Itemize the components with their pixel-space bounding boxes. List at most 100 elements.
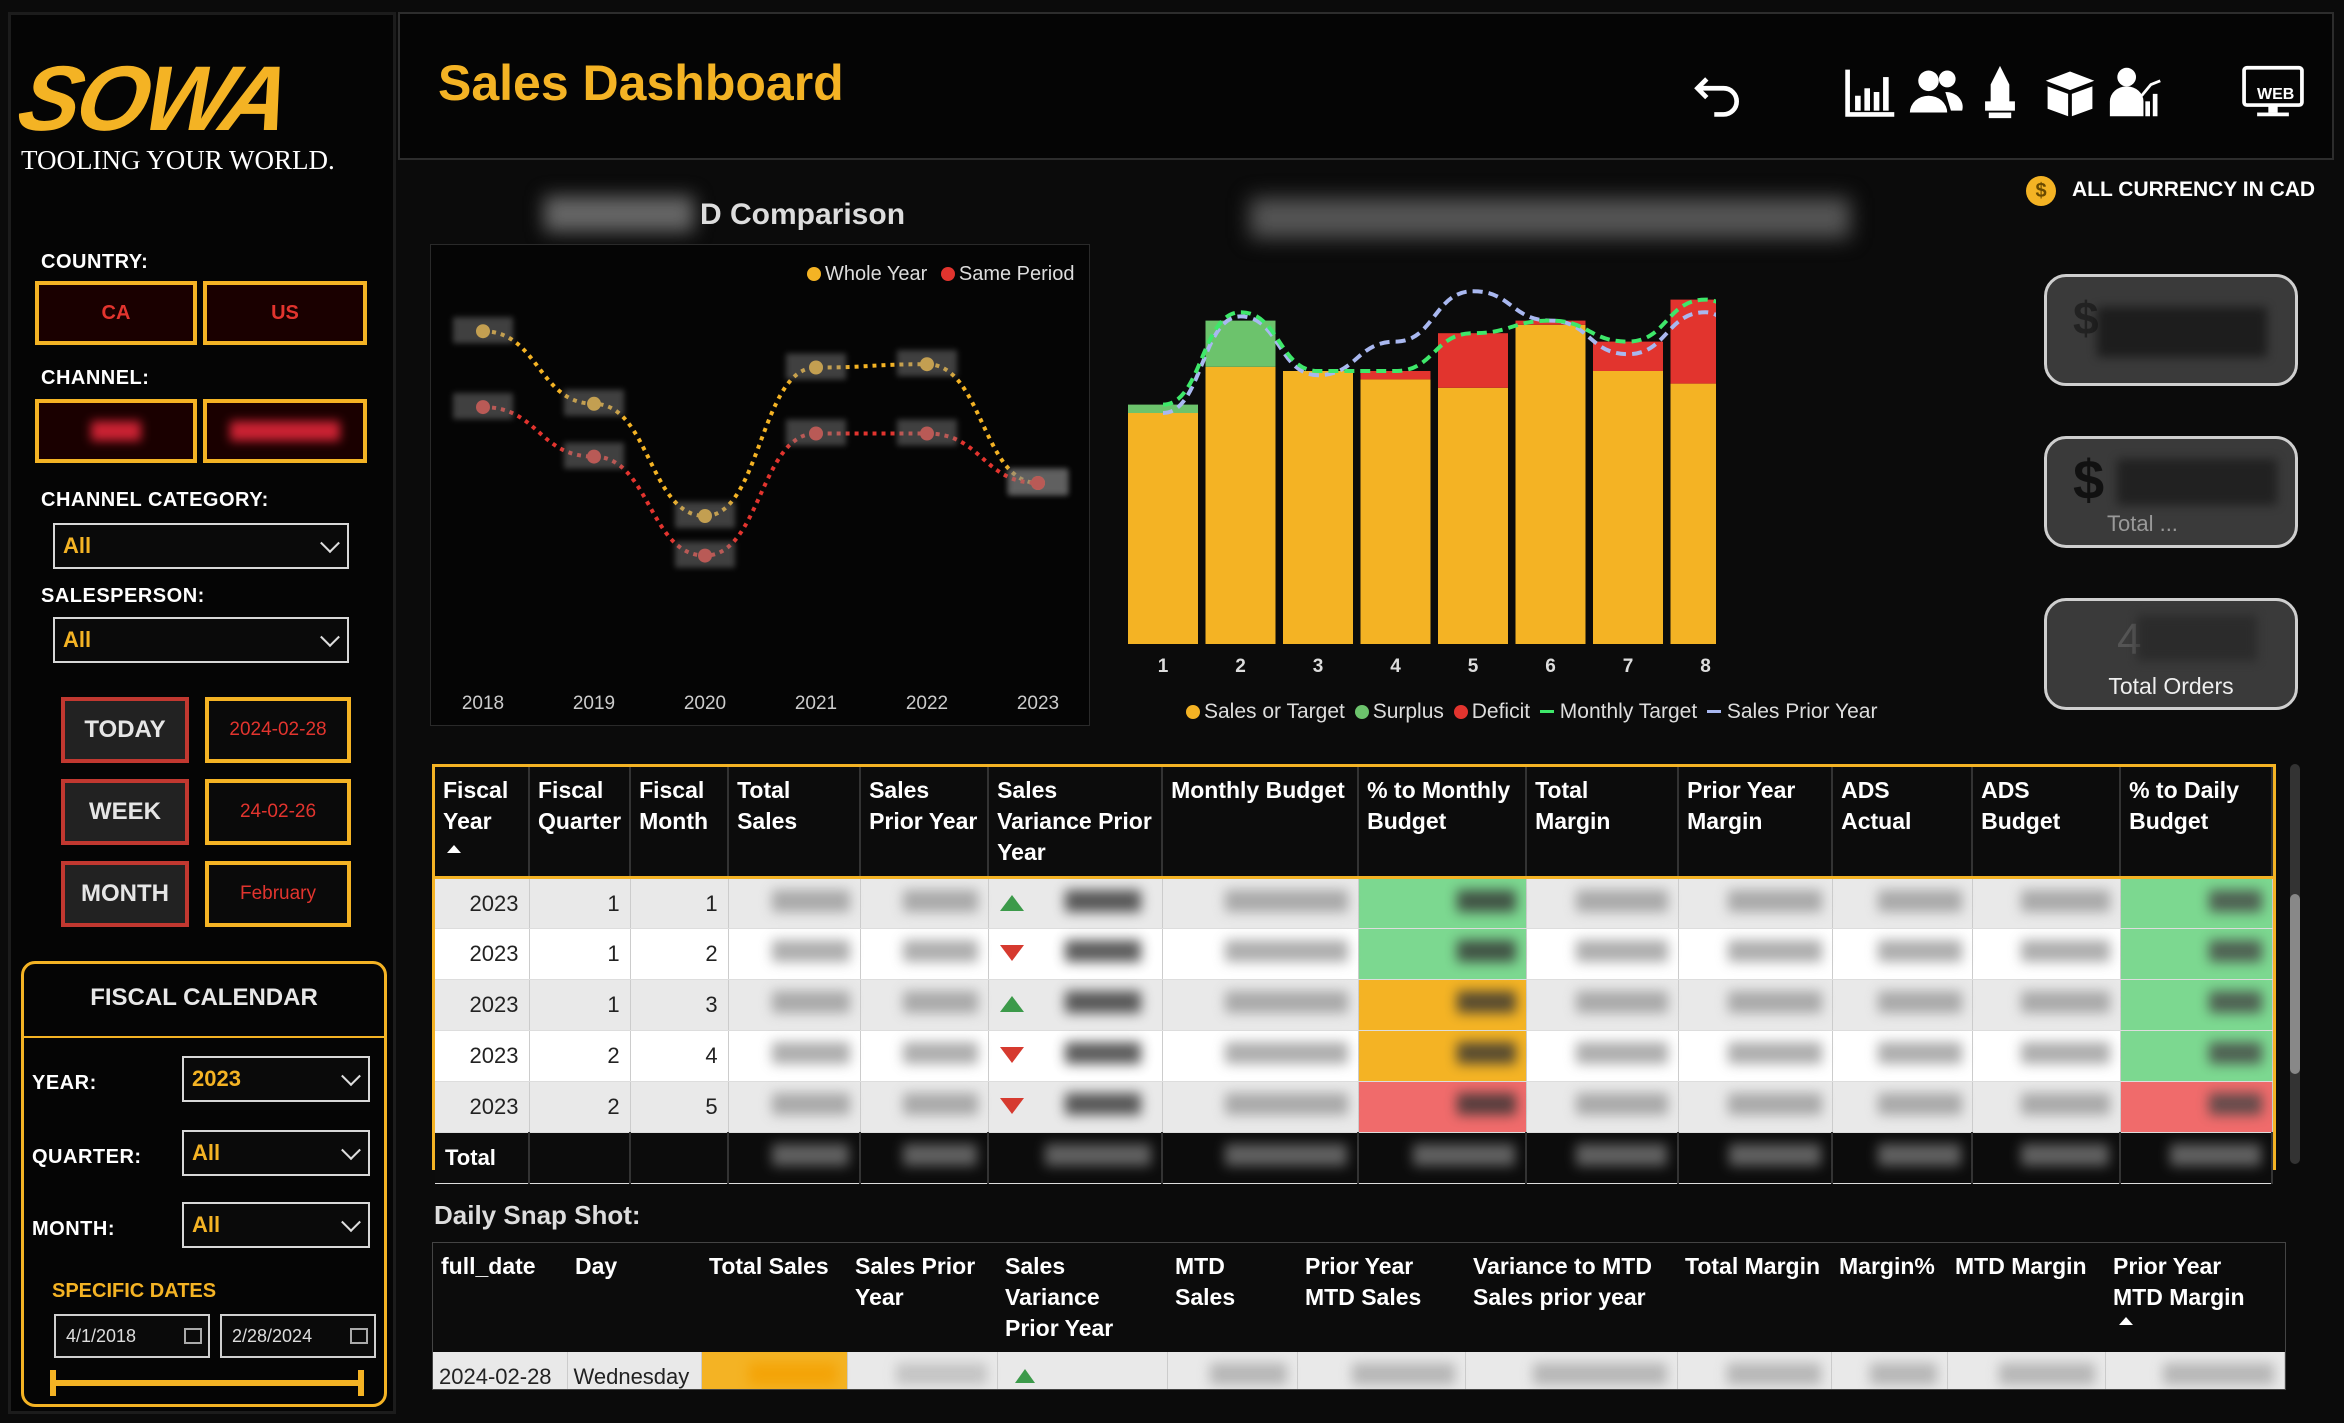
table-row[interactable]: 2023 1 1 bbox=[435, 877, 2273, 929]
table-row[interactable]: 2023 1 3 bbox=[435, 979, 2273, 1031]
bar-sales[interactable] bbox=[1128, 413, 1198, 644]
table-row[interactable]: 2023 2 5 bbox=[435, 1081, 2273, 1133]
ytd-point[interactable] bbox=[476, 324, 490, 339]
col-prior-year-margin[interactable]: Prior Year Margin bbox=[1678, 767, 1834, 878]
person-chart-icon[interactable] bbox=[2106, 64, 2166, 120]
ytd-point[interactable] bbox=[587, 396, 601, 411]
daily-py-mtd-cell bbox=[1297, 1352, 1466, 1389]
bar-deficit[interactable] bbox=[1438, 333, 1508, 388]
ytd-point[interactable] bbox=[698, 548, 712, 563]
col-total-margin[interactable]: Total Margin bbox=[1526, 767, 1680, 878]
channel-option-2-button[interactable] bbox=[203, 399, 367, 463]
ytd-point[interactable] bbox=[587, 449, 601, 464]
start-date-input[interactable]: 4/1/2018 bbox=[54, 1314, 210, 1358]
table-row[interactable]: 2023 2 4 bbox=[435, 1030, 2273, 1082]
daily-snapshot-title: Daily Snap Shot: bbox=[434, 1200, 641, 1230]
month-cell: 1 bbox=[630, 877, 729, 929]
date-range-slider[interactable] bbox=[50, 1370, 364, 1396]
monthly-chart-title-mask bbox=[1250, 198, 1850, 238]
col-fiscal-quarter[interactable]: Fiscal Quarter bbox=[529, 767, 632, 878]
bar-sales[interactable] bbox=[1205, 366, 1276, 644]
ytd-point[interactable] bbox=[698, 509, 712, 523]
col-ads-actual[interactable]: ADS Actual bbox=[1832, 767, 1974, 878]
col-mtd-sales[interactable]: MTD Sales bbox=[1167, 1243, 1297, 1352]
month-dropdown[interactable]: All bbox=[182, 1202, 370, 1248]
box-icon[interactable] bbox=[2040, 64, 2100, 120]
bar-sales[interactable] bbox=[1670, 383, 1717, 644]
ytd-x-tick: 2019 bbox=[573, 693, 615, 714]
col-total-sales[interactable]: Total Sales bbox=[728, 767, 862, 878]
col-prior-year-mtd-sales[interactable]: Prior Year MTD Sales bbox=[1297, 1243, 1465, 1352]
col-prior-year-mtd-margin[interactable]: Prior Year MTD Margin bbox=[2105, 1243, 2285, 1352]
main-table-scrollbar[interactable] bbox=[2290, 764, 2300, 1164]
col-ads-budget[interactable]: ADS Budget bbox=[1972, 767, 2122, 878]
col-pct-monthly-budget[interactable]: % to Monthly Budget bbox=[1358, 767, 1528, 878]
col-pct-daily-budget[interactable]: % to Daily Budget bbox=[2120, 767, 2273, 878]
col-daily-sales-prior-year[interactable]: Sales Prior Year bbox=[847, 1243, 997, 1352]
ytd-point[interactable] bbox=[809, 426, 823, 441]
channel-category-dropdown[interactable]: All bbox=[53, 523, 349, 569]
col-margin-pct[interactable]: Margin% bbox=[1831, 1243, 1947, 1352]
col-daily-total-margin[interactable]: Total Margin bbox=[1677, 1243, 1831, 1352]
rocket-icon[interactable] bbox=[1970, 64, 2030, 120]
sort-ascending-icon[interactable] bbox=[2119, 1317, 2133, 1325]
bar-surplus[interactable] bbox=[1128, 404, 1198, 413]
calendar-icon[interactable] bbox=[184, 1328, 202, 1344]
bar-sales[interactable] bbox=[1515, 324, 1586, 644]
col-daily-sales-variance[interactable]: Sales Variance Prior Year bbox=[997, 1243, 1167, 1352]
col-fiscal-year[interactable]: Fiscal Year bbox=[435, 767, 530, 878]
today-button[interactable]: TODAY bbox=[61, 697, 189, 763]
year-dropdown[interactable]: 2023 bbox=[182, 1056, 370, 1102]
bar-sales[interactable] bbox=[1593, 371, 1663, 644]
week-button[interactable]: WEEK bbox=[61, 779, 189, 845]
col-full-date[interactable]: full_date bbox=[433, 1243, 567, 1352]
col-daily-total-sales[interactable]: Total Sales bbox=[701, 1243, 847, 1352]
country-us-button[interactable]: US bbox=[203, 281, 367, 345]
end-date-input[interactable]: 2/28/2024 bbox=[220, 1314, 376, 1358]
col-fiscal-month[interactable]: Fiscal Month bbox=[630, 767, 730, 878]
trend-up-icon bbox=[999, 996, 1024, 1012]
ytd-point[interactable] bbox=[1031, 476, 1045, 490]
col-monthly-budget[interactable]: Monthly Budget bbox=[1162, 767, 1360, 878]
variance-cell bbox=[988, 877, 1163, 929]
sort-ascending-icon[interactable] bbox=[447, 845, 461, 853]
col-day[interactable]: Day bbox=[567, 1243, 701, 1352]
calendar-icon[interactable] bbox=[350, 1328, 368, 1344]
web-monitor-icon[interactable] bbox=[2238, 64, 2308, 120]
ytd-point[interactable] bbox=[809, 360, 823, 375]
ytd-point[interactable] bbox=[476, 400, 490, 415]
sales-prior-cell bbox=[860, 1030, 989, 1082]
ytd-data-label-mask bbox=[675, 502, 735, 528]
main-table-scroll-thumb[interactable] bbox=[2290, 894, 2300, 1074]
bar-deficit[interactable] bbox=[1360, 371, 1431, 380]
month-button[interactable]: MONTH bbox=[61, 861, 189, 927]
bar-deficit[interactable] bbox=[1515, 320, 1586, 325]
undo-icon[interactable] bbox=[1688, 64, 1748, 120]
slider-handle-end[interactable] bbox=[358, 1370, 364, 1396]
bar-sales[interactable] bbox=[1360, 379, 1431, 644]
salesperson-dropdown[interactable]: All bbox=[53, 617, 349, 663]
ytd-point[interactable] bbox=[920, 426, 934, 441]
quarter-dropdown[interactable]: All bbox=[182, 1130, 370, 1176]
bar-chart-icon[interactable] bbox=[1840, 64, 1900, 120]
channel-option-1-button[interactable] bbox=[35, 399, 197, 463]
ytd-point[interactable] bbox=[920, 357, 934, 372]
slider-handle-start[interactable] bbox=[50, 1370, 56, 1396]
country-ca-button[interactable]: CA bbox=[35, 281, 197, 345]
legend-monthly-target: Monthly Target bbox=[1559, 700, 1698, 723]
ytd-data-label-mask bbox=[786, 419, 846, 446]
ytd-chart-panel: 2018 2019 2020 2021 2022 2023 Whole Year Same… bbox=[430, 244, 1090, 726]
bar-sales[interactable] bbox=[1283, 371, 1353, 644]
year-value: 2023 bbox=[192, 1066, 241, 1091]
bar-sales[interactable] bbox=[1438, 387, 1508, 644]
table-row[interactable]: 2023 1 2 bbox=[435, 928, 2273, 980]
col-mtd-margin[interactable]: MTD Margin bbox=[1947, 1243, 2105, 1352]
col-variance-mtd[interactable]: Variance to MTD Sales prior year bbox=[1465, 1243, 1677, 1352]
people-icon[interactable] bbox=[1906, 64, 1966, 120]
kpi-symbol-total: $ bbox=[2073, 448, 2105, 511]
daily-table-row[interactable]: 2024-02-28 Wednesday bbox=[433, 1352, 2285, 1389]
col-sales-variance[interactable]: Sales Variance Prior Year bbox=[988, 767, 1164, 878]
legend-dot-same-period bbox=[940, 267, 955, 281]
pct-budget-cell bbox=[1358, 1081, 1527, 1133]
col-sales-prior-year[interactable]: Sales Prior Year bbox=[860, 767, 990, 878]
